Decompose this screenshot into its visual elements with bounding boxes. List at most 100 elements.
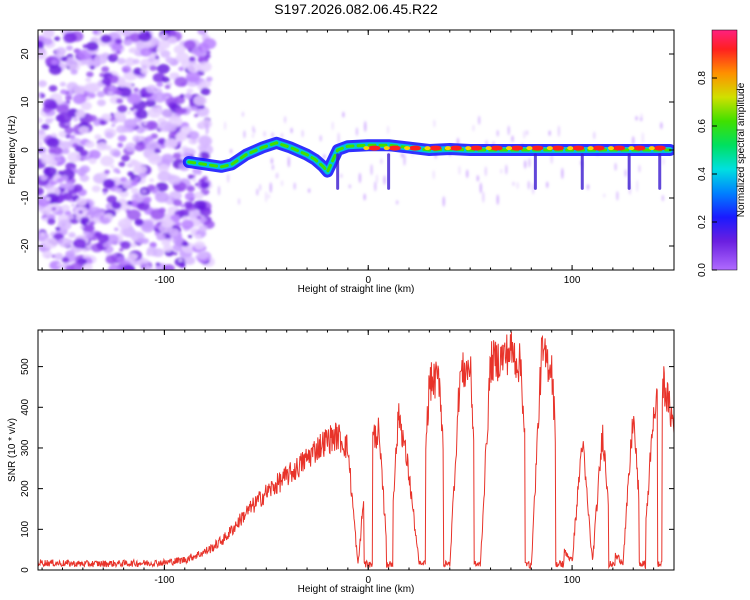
noise-blob: [105, 254, 118, 265]
noise-blob: [142, 258, 149, 263]
colorbar-gradient: [711, 29, 738, 271]
noise-blob: [116, 50, 121, 55]
noise-blob: [206, 76, 213, 82]
noise-streak: [528, 157, 531, 168]
noise-blob: [138, 171, 148, 179]
noise-blob: [126, 110, 132, 115]
noise-blob: [175, 52, 190, 63]
noise-blob: [54, 36, 61, 41]
noise-blob: [57, 112, 72, 124]
ridge-peak-halo: [506, 146, 513, 151]
noise-streak: [593, 131, 596, 140]
noise-streak: [523, 160, 527, 169]
noise-blob: [56, 103, 69, 114]
noise-blob: [147, 56, 155, 63]
noise-blob: [130, 242, 137, 248]
ridge-peak: [633, 145, 646, 151]
noise-blob: [157, 138, 167, 145]
noise-blob: [125, 81, 132, 88]
noise-blob: [55, 47, 67, 56]
noise-blob: [161, 218, 174, 229]
spec-ytick-label: -20: [20, 238, 31, 253]
snr-ytick-label: 100: [20, 521, 31, 538]
noise-blob: [157, 171, 172, 182]
noise-blob: [100, 34, 112, 44]
noise-blob: [111, 123, 116, 127]
snr-axis-ticks: -100 0 100 0 100 200 300 400 500: [20, 330, 675, 586]
noise-streak: [614, 162, 617, 171]
noise-blob: [67, 214, 75, 220]
noise-streak: [226, 173, 230, 183]
noise-blob: [140, 47, 152, 57]
ridge-peak: [653, 145, 666, 151]
noise-blob: [169, 190, 182, 201]
noise-blob: [193, 95, 207, 106]
ridge-peak-halo: [587, 146, 594, 151]
noise-blob: [186, 185, 195, 192]
noise-blob: [102, 192, 107, 196]
noise-blob: [155, 56, 160, 60]
noise-blob: [173, 44, 186, 55]
noise-blob: [184, 201, 194, 209]
noise-blob: [85, 77, 92, 83]
noise-streak: [616, 190, 619, 201]
noise-blob: [131, 192, 146, 203]
noise-blob: [55, 226, 61, 231]
noise-blob: [127, 253, 138, 261]
ridge-peak: [368, 145, 381, 151]
noise-blob: [179, 94, 185, 98]
noise-blob: [51, 207, 57, 211]
noise-blob: [142, 197, 151, 205]
noise-blob: [138, 31, 152, 42]
noise-blob: [88, 114, 98, 122]
noise-blob: [94, 231, 102, 238]
noise-streak: [370, 164, 373, 176]
noise-blob: [86, 60, 99, 69]
noise-streak: [270, 157, 274, 165]
noise-blob: [68, 239, 74, 244]
noise-blob: [48, 159, 58, 167]
noise-blob: [149, 65, 158, 72]
noise-blob: [58, 130, 68, 138]
noise-blob: [172, 243, 184, 252]
colorbar: 0.0 0.2 0.4 0.6 0.8 Normalized spectral ampl…: [697, 29, 747, 277]
noise-streak: [500, 168, 503, 174]
noise-blob: [197, 30, 208, 36]
noise-blob: [141, 64, 148, 70]
noise-blob: [141, 219, 154, 230]
noise-streak: [641, 132, 644, 143]
spectrogram-x-axis-label: Height of straight line (km): [298, 284, 415, 295]
noise-blob: [43, 98, 57, 110]
noise-blob: [117, 134, 127, 142]
noise-blob: [42, 217, 49, 222]
noise-blob: [184, 93, 192, 100]
ridge-peak: [409, 145, 422, 151]
snr-ytick-label: 500: [20, 358, 31, 375]
noise-blob: [43, 167, 51, 173]
noise-streak: [243, 130, 246, 139]
noise-blob: [92, 30, 99, 35]
noise-blob: [156, 63, 170, 74]
noise-blob: [63, 32, 77, 43]
noise-streak: [253, 128, 256, 134]
noise-streak: [374, 181, 377, 192]
noise-blob: [125, 209, 131, 214]
noise-blob: [195, 234, 202, 240]
noise-streak: [363, 193, 366, 201]
noise-streak: [482, 191, 485, 203]
noise-blob: [163, 264, 175, 270]
noise-streak: [523, 130, 526, 139]
ridge-peak-halo: [628, 146, 635, 151]
noise-streak: [275, 173, 278, 179]
noise-streak: [280, 180, 284, 187]
noise-streak: [287, 156, 291, 168]
noise-blob: [188, 130, 200, 140]
noise-streak: [383, 175, 386, 185]
noise-streak: [548, 130, 551, 136]
snr-xtick-label: 100: [564, 575, 581, 586]
noise-streak: [546, 181, 549, 189]
noise-streak: [624, 169, 627, 178]
noise-blob: [174, 76, 188, 87]
noise-streak: [323, 154, 326, 159]
